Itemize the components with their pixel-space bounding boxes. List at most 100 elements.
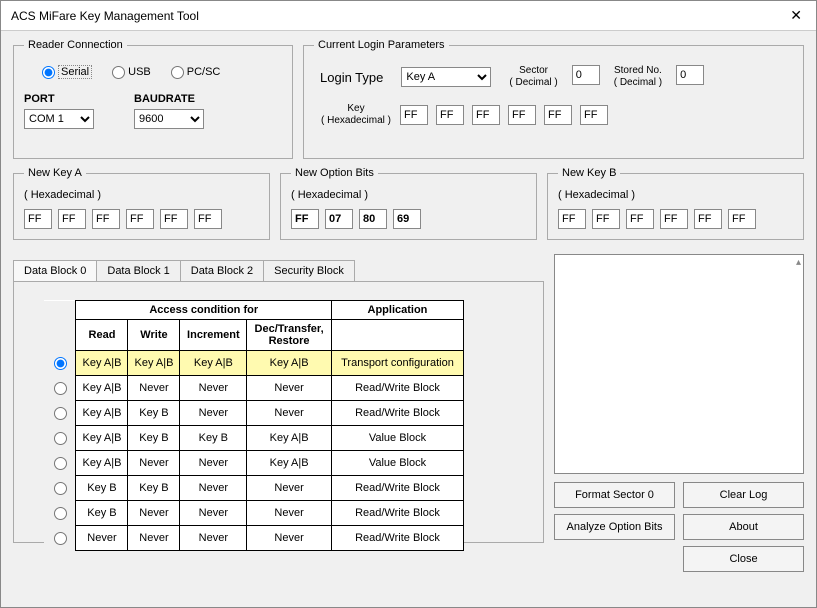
nkb-4[interactable] (694, 209, 722, 229)
row-radio[interactable] (54, 357, 67, 370)
nkb-2[interactable] (626, 209, 654, 229)
nka-5[interactable] (194, 209, 222, 229)
title-bar: ACS MiFare Key Management Tool ✕ (1, 1, 816, 31)
log-box[interactable]: ▴ (554, 254, 804, 474)
table-cell: Key A|B (247, 351, 332, 376)
table-cell: Never (128, 526, 180, 551)
nkb-0[interactable] (558, 209, 586, 229)
about-button[interactable]: About (683, 514, 804, 540)
row-radio[interactable] (54, 382, 67, 395)
radio-serial[interactable]: Serial (42, 65, 92, 79)
table-cell: Key A|B (247, 426, 332, 451)
th-increment: Increment (180, 320, 247, 351)
new-key-b-sub: ( Hexadecimal ) (558, 189, 793, 201)
login-type-label: Login Type (320, 70, 383, 85)
nkb-1[interactable] (592, 209, 620, 229)
new-key-a-legend: New Key A (24, 167, 86, 179)
table-cell: Key A|B (76, 351, 128, 376)
nkb-3[interactable] (660, 209, 688, 229)
nka-2[interactable] (92, 209, 120, 229)
table-cell: Key A|B (128, 351, 180, 376)
sector-input[interactable] (572, 65, 600, 85)
table-cell: Key B (180, 426, 247, 451)
row-radio[interactable] (54, 482, 67, 495)
radio-pcsc[interactable]: PC/SC (171, 66, 221, 79)
login-params-legend: Current Login Parameters (314, 39, 449, 51)
radio-usb[interactable]: USB (112, 66, 151, 79)
th-write: Write (128, 320, 180, 351)
table-cell: Never (180, 376, 247, 401)
new-key-a-sub: ( Hexadecimal ) (24, 189, 259, 201)
reader-connection-legend: Reader Connection (24, 39, 127, 51)
th-access: Access condition for (76, 301, 331, 320)
login-key-0[interactable] (400, 105, 428, 125)
close-icon[interactable]: ✕ (784, 7, 808, 24)
login-key-1[interactable] (436, 105, 464, 125)
table-cell: Never (180, 476, 247, 501)
table-cell: Never (128, 451, 180, 476)
row-radio[interactable] (54, 407, 67, 420)
option-bits-sub: ( Hexadecimal ) (291, 189, 526, 201)
analyze-button[interactable]: Analyze Option Bits (554, 514, 675, 540)
tab-data-block-1[interactable]: Data Block 1 (96, 260, 180, 281)
table-cell: Read/Write Block (331, 501, 463, 526)
key-hex-label: Key( Hexadecimal ) (320, 103, 392, 127)
nka-3[interactable] (126, 209, 154, 229)
table-row: Key BKey BNeverNeverRead/Write Block (44, 476, 464, 501)
table-cell: Read/Write Block (331, 476, 463, 501)
login-type-select[interactable]: Key A (401, 67, 491, 87)
table-cell: Key B (76, 476, 128, 501)
th-read: Read (76, 320, 128, 351)
nka-1[interactable] (58, 209, 86, 229)
close-button[interactable]: Close (683, 546, 804, 572)
table-cell: Never (128, 501, 180, 526)
table-cell: Never (247, 476, 332, 501)
tab-data-block-2[interactable]: Data Block 2 (180, 260, 264, 281)
stored-input[interactable] (676, 65, 704, 85)
table-cell: Never (247, 376, 332, 401)
tab-data-block-0[interactable]: Data Block 0 (13, 260, 97, 281)
row-radio[interactable] (54, 507, 67, 520)
row-radio[interactable] (54, 532, 67, 545)
login-key-4[interactable] (544, 105, 572, 125)
login-key-3[interactable] (508, 105, 536, 125)
table-cell: Key A|B (76, 376, 128, 401)
nka-0[interactable] (24, 209, 52, 229)
clear-log-button[interactable]: Clear Log (683, 482, 804, 508)
baudrate-label: BAUDRATE (134, 93, 204, 105)
table-cell: Key B (128, 476, 180, 501)
new-key-b-group: New Key B ( Hexadecimal ) (547, 167, 804, 240)
table-cell: Read/Write Block (331, 401, 463, 426)
port-label: PORT (24, 93, 94, 105)
table-row: Key A|BNeverNeverKey A|BValue Block (44, 451, 464, 476)
table-cell: Never (128, 376, 180, 401)
baudrate-select[interactable]: 9600 (134, 109, 204, 129)
table-cell: Key B (128, 401, 180, 426)
table-cell: Never (247, 501, 332, 526)
reader-connection-group: Reader Connection Serial USB PC/SC (13, 39, 293, 159)
table-row: Key A|BKey BKey BKey A|BValue Block (44, 426, 464, 451)
login-key-2[interactable] (472, 105, 500, 125)
opt-2[interactable] (359, 209, 387, 229)
table-row: Key A|BNeverNeverNeverRead/Write Block (44, 376, 464, 401)
tab-security-block[interactable]: Security Block (263, 260, 355, 281)
table-cell: Key B (76, 501, 128, 526)
table-row: NeverNeverNeverNeverRead/Write Block (44, 526, 464, 551)
nka-4[interactable] (160, 209, 188, 229)
table-cell: Never (180, 451, 247, 476)
new-key-a-group: New Key A ( Hexadecimal ) (13, 167, 270, 240)
port-select[interactable]: COM 1 (24, 109, 94, 129)
row-radio[interactable] (54, 432, 67, 445)
app-window: ACS MiFare Key Management Tool ✕ Reader … (0, 0, 817, 608)
format-sector-button[interactable]: Format Sector 0 (554, 482, 675, 508)
opt-1[interactable] (325, 209, 353, 229)
row-radio[interactable] (54, 457, 67, 470)
table-cell: Key A|B (180, 351, 247, 376)
opt-0[interactable] (291, 209, 319, 229)
scroll-up-icon[interactable]: ▴ (796, 257, 801, 268)
th-dec: Dec/Transfer, Restore (247, 320, 332, 351)
sector-label: Sector( Decimal ) (509, 65, 557, 89)
nkb-5[interactable] (728, 209, 756, 229)
opt-3[interactable] (393, 209, 421, 229)
login-key-5[interactable] (580, 105, 608, 125)
